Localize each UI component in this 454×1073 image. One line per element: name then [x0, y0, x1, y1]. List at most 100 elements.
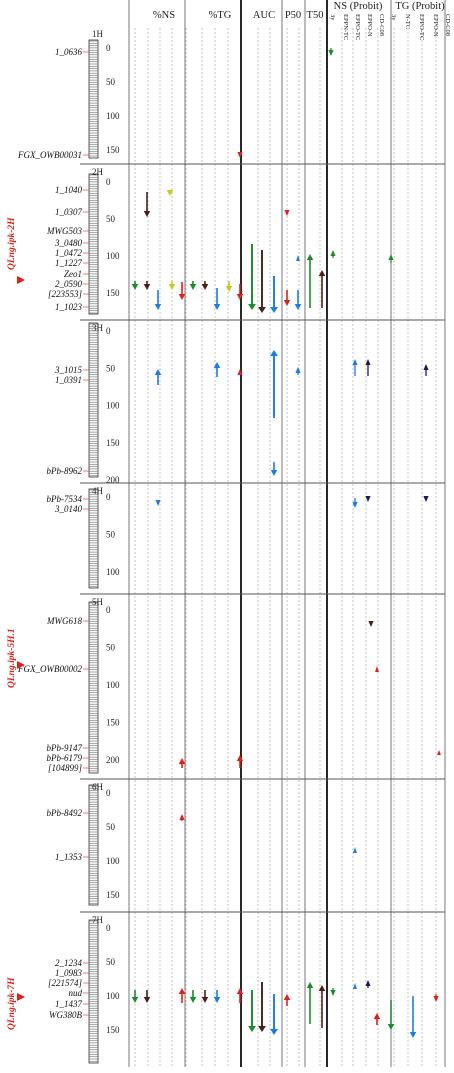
effect-arrow-head [433, 996, 439, 1002]
effect-arrow-head [353, 847, 357, 853]
effect-arrow-head [201, 284, 209, 290]
header-p50: P50 [285, 10, 301, 21]
marker-label: MWG503 [46, 226, 82, 236]
marker-label: bPb-6179 [47, 753, 83, 763]
chromosome-name: 3H [92, 323, 104, 333]
marker-label: WG380B [49, 1010, 82, 1020]
cm-tick-label: 0 [106, 43, 111, 53]
effect-arrow-head [143, 997, 151, 1003]
cm-tick-label: 150 [106, 1025, 120, 1035]
effect-arrow-head [155, 500, 161, 506]
cm-tick-label: 0 [106, 605, 111, 615]
effect-arrow-head [225, 286, 233, 292]
effect-arrow-head [237, 369, 243, 375]
effect-arrow-head [236, 988, 244, 994]
effect-arrow-head [330, 990, 336, 996]
cm-tick-label: 50 [106, 363, 116, 373]
effect-arrow-head [178, 758, 186, 764]
chromosome-name: 2H [92, 167, 104, 177]
effect-arrow-head [179, 814, 185, 820]
chromosome-bar [88, 919, 99, 1064]
marker-label: 1_1437 [55, 999, 83, 1009]
cm-tick-label: 100 [106, 251, 120, 261]
qtl-label: QLng.ipk-5H.1 [7, 628, 17, 688]
cm-tick-label: 0 [106, 788, 111, 798]
header-ns: %NS [153, 10, 175, 21]
cm-tick-label: 150 [106, 145, 120, 155]
cm-tick-label: 150 [106, 288, 120, 298]
marker-label: 1_1353 [55, 852, 83, 862]
marker-label: bPb-8492 [47, 808, 83, 818]
cm-tick-label: 50 [106, 822, 116, 832]
cm-tick-label: 100 [106, 991, 120, 1001]
effect-arrow-head [258, 307, 266, 313]
marker-label: MWG618 [46, 616, 82, 626]
effect-arrow-head [318, 985, 326, 991]
qtl-pointer [17, 661, 25, 669]
effect-arrow-head [306, 254, 314, 260]
marker-label: 1_0636 [55, 47, 83, 57]
qtl-pointer [17, 993, 25, 1001]
effect-arrow-head [189, 997, 197, 1003]
cm-tick-label: 50 [106, 77, 116, 87]
effect-arrow-head [318, 270, 326, 276]
effect-arrow-head [213, 997, 221, 1003]
effect-arrow-head [270, 1029, 278, 1035]
cm-tick-label: 50 [106, 214, 116, 224]
effect-arrow-head [270, 470, 278, 476]
header-ns-probit: NS (Probit) [334, 1, 383, 12]
effect-arrow-head [388, 254, 394, 260]
probit-column-label: N-TC [404, 14, 411, 29]
marker-label: 3_0480 [54, 238, 83, 248]
marker-label: 3_1015 [54, 365, 83, 375]
effect-arrow-head [368, 621, 374, 627]
effect-arrow-head [352, 359, 358, 365]
marker-label: FGX_OWB00031 [17, 150, 82, 160]
effect-arrow-head [295, 367, 301, 373]
marker-label: [221574] [48, 978, 83, 988]
marker-label: [223553] [48, 289, 83, 299]
effect-arrow-head [270, 350, 278, 356]
effect-arrow-head [258, 1026, 266, 1032]
marker-label: 1_0391 [55, 375, 82, 385]
cm-tick-label: 100 [106, 680, 120, 690]
cm-tick-label: 0 [106, 923, 111, 933]
header-tg: %TG [209, 10, 232, 21]
effect-arrow-head [353, 983, 357, 989]
probit-subheaders: 3y EPPN-TC EPPO-TC EPPO-N CD-C08 3y N-TC EPPO-T… [329, 14, 451, 40]
marker-label: bPb-8962 [47, 466, 83, 476]
qtl-pointer [17, 276, 25, 284]
effect-arrow-head [143, 284, 151, 290]
header-tg-probit: TG (Probit) [395, 1, 445, 12]
probit-column-label: EPPO-N [432, 14, 439, 37]
qtl-effect-arrows [131, 48, 441, 1038]
effect-arrow-head [437, 750, 441, 755]
qtl-label: QLng.ipk-7H [7, 977, 17, 1030]
probit-column-label: EPPO-TC [354, 14, 361, 40]
chromosome-name: 5H [92, 597, 104, 607]
cm-tick-label: 0 [106, 326, 111, 336]
effect-arrow-head [306, 982, 314, 988]
effect-arrow-head [131, 284, 139, 290]
probit-column-label: EPPN-TC [342, 14, 349, 40]
marker-label: 2_1234 [55, 958, 83, 968]
marker-label: nud [69, 988, 83, 998]
probit-column-label: 3y [390, 14, 397, 21]
effect-arrow-head [178, 294, 186, 300]
effect-arrow-head [178, 988, 186, 994]
effect-arrow-head [294, 304, 302, 310]
effect-arrow-head [283, 300, 291, 306]
effect-arrow-head [248, 1026, 256, 1032]
marker-label: 1_0472 [55, 248, 83, 258]
effect-arrow-head [143, 211, 151, 217]
cm-tick-label: 150 [106, 718, 120, 728]
marker-label: 1_1023 [55, 302, 83, 312]
cm-tick-label: 100 [106, 567, 120, 577]
panel-grid [80, 0, 446, 1067]
probit-column-label: 3y [329, 14, 336, 21]
effect-arrow-head [236, 294, 244, 300]
marker-label: 1_1040 [55, 185, 83, 195]
header-auc: AUC [253, 10, 275, 21]
